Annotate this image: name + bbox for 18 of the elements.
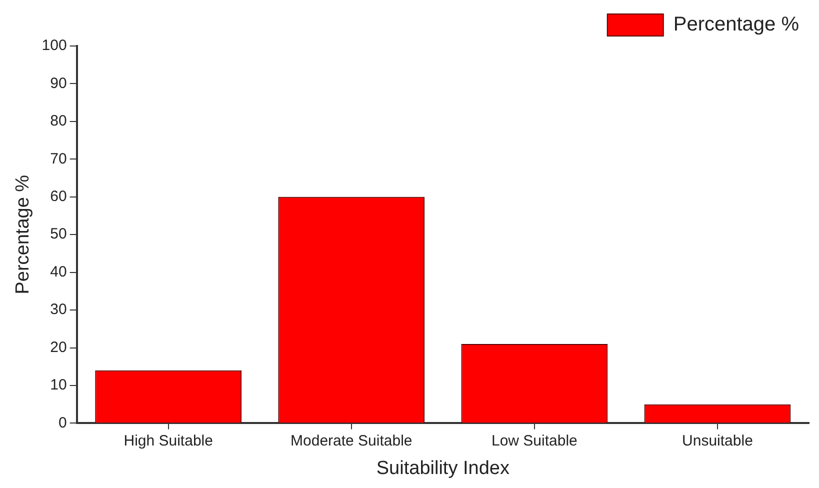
y-tick-label: 10: [50, 376, 67, 394]
y-tick-label: 20: [50, 338, 67, 356]
y-tick-label: 80: [50, 112, 67, 130]
y-tick-label: 90: [50, 74, 67, 92]
x-tick-label: Low Suitable: [491, 432, 578, 450]
x-axis-title: Suitability Index: [376, 458, 510, 479]
y-tick-label: 40: [50, 263, 67, 280]
legend-label: Percentage %: [673, 14, 800, 36]
y-axis-title: Percentage %: [12, 174, 34, 294]
y-tick-label: 50: [50, 226, 67, 243]
x-tick-label: Unsuitable: [682, 432, 753, 450]
y-tick-label: 0: [58, 414, 67, 432]
x-tick-label: Moderate Suitable: [290, 432, 412, 450]
y-tick-label: 70: [50, 150, 67, 168]
y-tick-label: 30: [50, 301, 67, 318]
y-tick-label: 100: [42, 37, 67, 54]
x-tick-label: High Suitable: [124, 432, 213, 450]
y-tick-label: 60: [50, 188, 67, 206]
